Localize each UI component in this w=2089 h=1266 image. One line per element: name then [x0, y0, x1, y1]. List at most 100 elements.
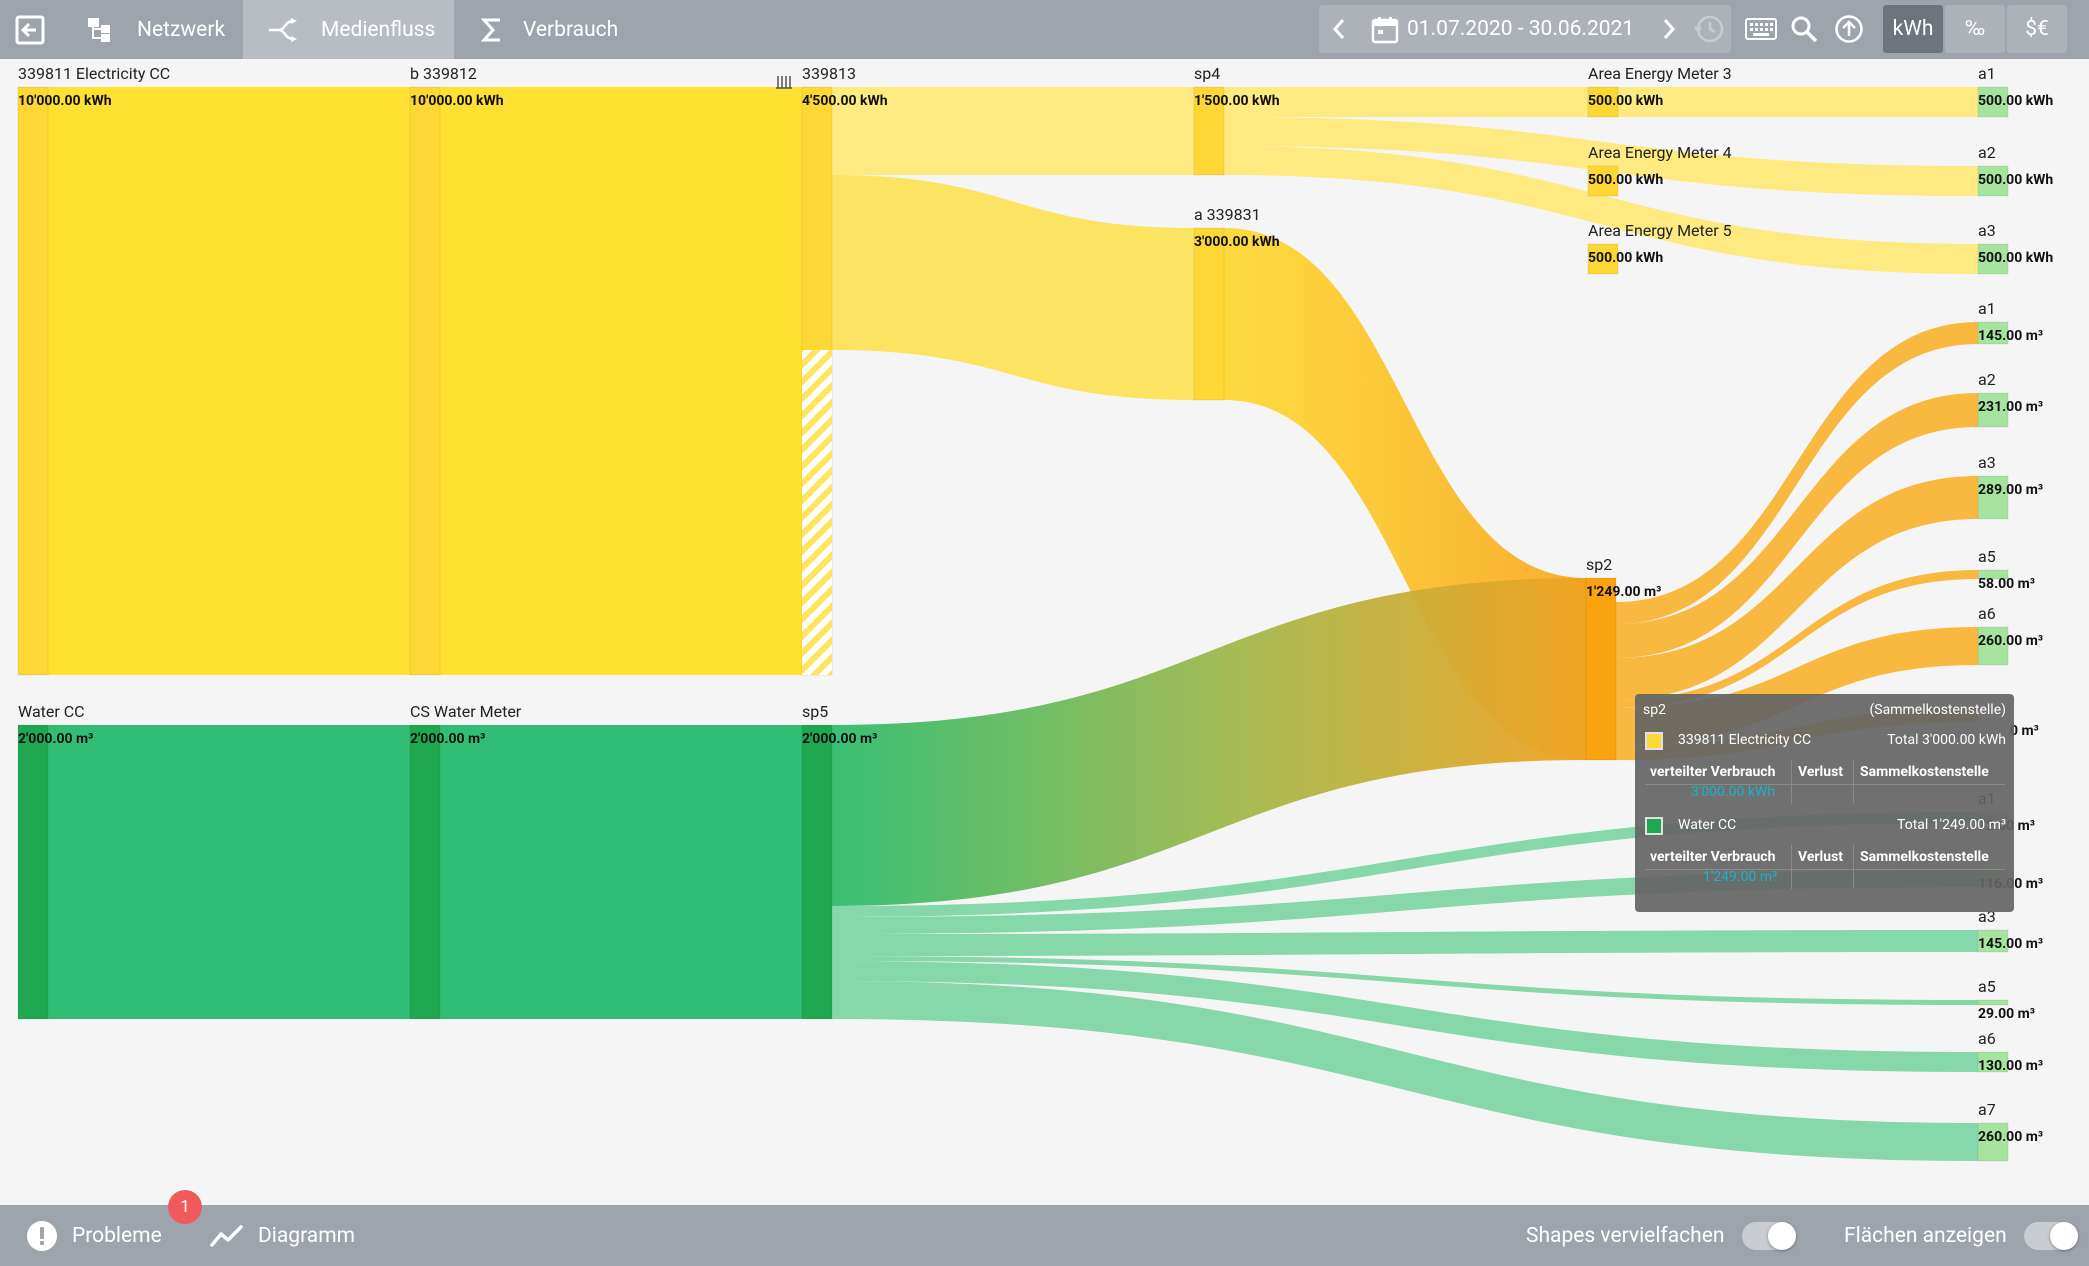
tooltip-type: (Sammelkostenstelle): [1869, 702, 2006, 718]
problems-count-badge[interactable]: 1: [168, 1190, 202, 1224]
flow-sp4-aem5[interactable]: [1224, 146, 1978, 274]
node-bar-w-a3[interactable]: [1977, 929, 2009, 953]
node-value: 2'000.00 m³: [18, 731, 93, 747]
labels-layer: 339811 Electricity CC 10'000.00 kWh b 3398…: [18, 64, 2053, 1145]
node-bar-s-a2[interactable]: [1977, 392, 2009, 428]
shapes-multiply-toggle[interactable]: [1742, 1222, 1796, 1250]
toggle-knob: [1768, 1222, 1796, 1250]
column-header-distributed: verteilter Verbrauch: [1650, 849, 1776, 865]
flow-sp2-a2[interactable]: [1616, 393, 1978, 658]
node-bar-s-a5[interactable]: [1977, 569, 2009, 580]
node-label: Area Energy Meter 5: [1588, 221, 1732, 240]
tooltip-section-total: Total 3'000.00 kWh: [1887, 732, 2006, 748]
node-bar-wcc[interactable]: [17, 724, 49, 1020]
tab-medienfluss-label: Medienfluss: [321, 17, 436, 42]
node-bar-aem3[interactable]: [1587, 86, 1619, 118]
node-bar-339811[interactable]: [17, 86, 49, 676]
node-label: Area Energy Meter 4: [1588, 143, 1732, 162]
tab-netzwerk[interactable]: Netzwerk: [63, 0, 243, 59]
node-bar-aem4[interactable]: [1587, 165, 1619, 197]
node-label: CS Water Meter: [410, 702, 522, 721]
flow-sp5-a6[interactable]: [832, 961, 1978, 1072]
node-label: a5: [1978, 977, 1996, 996]
node-value: 500.00 kWh: [1588, 250, 1663, 266]
column-header-loss: Verlust: [1798, 764, 1844, 780]
flow-sp2-a5[interactable]: [1616, 570, 1978, 708]
tab-verbrauch[interactable]: Verbrauch: [457, 0, 637, 59]
flow-sp5-sp2[interactable]: [832, 578, 1586, 906]
upload-circle-icon: [1835, 15, 1863, 43]
column-header-collective: Sammelkostenstelle: [1860, 764, 1989, 780]
node-bar-sp2[interactable]: [1585, 577, 1617, 761]
node-tooltip: sp2 (Sammelkostenstelle) 339811 Electric…: [1635, 694, 2014, 912]
flow-sp5-a7[interactable]: [832, 981, 1978, 1161]
node-bar-s-a1[interactable]: [1977, 321, 2009, 345]
unit-permille-button[interactable]: ‰: [1945, 5, 2005, 53]
node-bar-s-a3[interactable]: [1977, 475, 2009, 520]
show-areas-toggle[interactable]: [2024, 1222, 2078, 1250]
problems-button[interactable]: Probleme: [26, 1205, 162, 1266]
node-label: a7: [1978, 1100, 1996, 1119]
node-bar-sp5[interactable]: [801, 724, 833, 1020]
node-bar-e-a3[interactable]: [1977, 243, 2009, 275]
history-button[interactable]: [1689, 5, 1729, 53]
flow-icon: [269, 17, 297, 42]
upload-button[interactable]: [1828, 8, 1870, 50]
node-bar-w-a7[interactable]: [1977, 1122, 2009, 1162]
flow-sp5-a3[interactable]: [832, 930, 1978, 956]
alert-icon: [27, 1220, 57, 1251]
node-value: 500.00 kWh: [1978, 93, 2053, 109]
node-value: 29.00 m³: [1978, 1006, 2035, 1022]
calendar-icon[interactable]: [1371, 16, 1399, 44]
distributed-value: 3'000.00 kWh: [1691, 784, 1776, 800]
node-bar-e-a1[interactable]: [1977, 86, 2009, 118]
node-bar-w-a6[interactable]: [1977, 1051, 2009, 1073]
heating-icon: [776, 76, 792, 89]
flow-area-water: [48, 725, 410, 1019]
next-period-button[interactable]: [1649, 5, 1689, 53]
node-bar-aem5[interactable]: [1587, 243, 1619, 275]
unit-kwh-button[interactable]: kWh: [1883, 5, 1943, 53]
node-bar-s-a6[interactable]: [1977, 626, 2009, 666]
flow-339813-sp4[interactable]: [832, 87, 1194, 175]
node-value: 145.00 m³: [1978, 328, 2043, 344]
tooltip-title: sp2: [1643, 702, 1666, 718]
node-bar-cswm[interactable]: [409, 724, 441, 1020]
node-value: 2'000.00 m³: [410, 731, 485, 747]
links-layer: [48, 87, 1978, 1161]
tab-medienfluss[interactable]: Medienfluss: [243, 0, 454, 59]
table-divider: [1791, 845, 1792, 889]
node-label: a3: [1978, 221, 1996, 240]
back-button[interactable]: [0, 0, 60, 59]
node-label: sp2: [1586, 555, 1612, 574]
node-bar-sp4[interactable]: [1193, 86, 1225, 176]
node-label: Water CC: [18, 702, 85, 721]
keyboard-button[interactable]: [1740, 8, 1782, 50]
node-bar-w-a5[interactable]: [1977, 999, 2009, 1006]
water-color-swatch: [1645, 817, 1663, 835]
node-value: 10'000.00 kWh: [410, 93, 504, 109]
electricity-color-swatch: [1645, 732, 1663, 750]
chevron-left-icon: [1332, 19, 1345, 39]
distributed-value: 1'249.00 m³: [1703, 869, 1778, 885]
flow-sp4-aem4[interactable]: [1224, 117, 1978, 196]
diagram-button[interactable]: Diagramm: [210, 1205, 355, 1266]
flow-sp2-a1[interactable]: [1616, 322, 1978, 624]
unit-currency-button[interactable]: $€: [2007, 5, 2067, 53]
node-bar-b339812[interactable]: [409, 86, 441, 676]
node-value: 130.00 m³: [1978, 1058, 2043, 1074]
node-bar-a339831[interactable]: [1193, 227, 1225, 401]
flow-sp2-a3[interactable]: [1616, 476, 1978, 700]
flow-sp5-a5[interactable]: [832, 956, 1978, 1005]
node-label: b 339812: [410, 64, 477, 83]
date-range-text[interactable]: 01.07.2020 - 30.06.2021: [1407, 17, 1635, 41]
node-label: Area Energy Meter 3: [1588, 64, 1732, 83]
previous-period-button[interactable]: [1319, 5, 1359, 53]
search-button[interactable]: [1783, 8, 1825, 50]
flow-sp5-a1[interactable]: [832, 812, 1978, 917]
node-label: sp5: [802, 702, 828, 721]
node-label: a2: [1978, 143, 1996, 162]
node-bar-e-a2[interactable]: [1977, 165, 2009, 197]
flow-339813-a339831[interactable]: [832, 175, 1194, 400]
node-label: 339813: [802, 64, 856, 83]
